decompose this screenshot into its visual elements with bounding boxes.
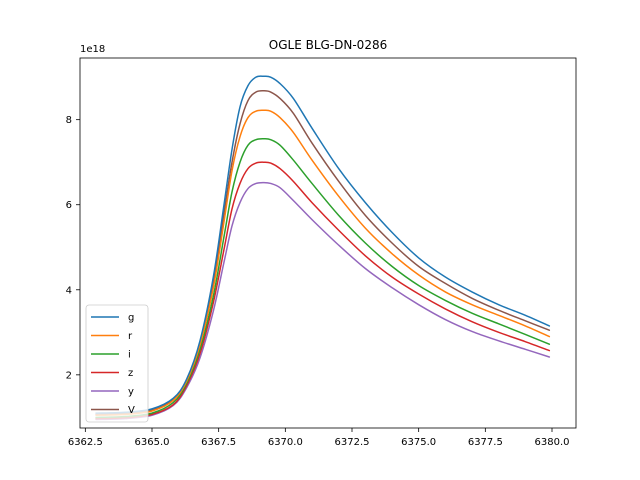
series-line-g [95,75,551,414]
axes-frame [79,57,577,429]
chart-title: OGLE BLG-DN-0286 [269,38,387,52]
x-axis: 6362.5 6365.0 6367.5 6370.0 6372.5 6375.0 6377… [68,428,570,448]
plot-area [95,75,551,421]
series-line-i [95,138,551,419]
y-tick-label: 4 [66,285,72,296]
legend-label-g: g [128,313,134,324]
x-tick-label: 6362.5 [68,437,103,448]
y-tick-label: 6 [66,200,72,211]
x-tick-label: 6365.0 [135,437,170,448]
x-tick-label: 6375.0 [401,437,436,448]
series-line-r [95,109,551,416]
legend-label-V: V [128,405,135,416]
series-line-z [95,161,551,420]
legend-box [85,304,149,423]
x-tick-label: 6380.0 [535,437,570,448]
x-tick-label: 6372.5 [335,437,370,448]
y-axis: 2 4 6 8 [66,115,80,381]
legend-label-z: z [128,368,133,379]
legend-label-i: i [128,350,131,361]
x-tick-label: 6370.0 [268,437,303,448]
y-tick-label: 8 [66,115,72,126]
legend-label-y: y [128,387,134,398]
y-axis-offset-label: 1e18 [80,44,105,55]
y-tick-label: 2 [66,370,72,381]
legend-label-r: r [128,331,133,342]
series-line-y [95,181,551,421]
x-tick-label: 6367.5 [201,437,236,448]
x-tick-label: 6377.5 [468,437,503,448]
